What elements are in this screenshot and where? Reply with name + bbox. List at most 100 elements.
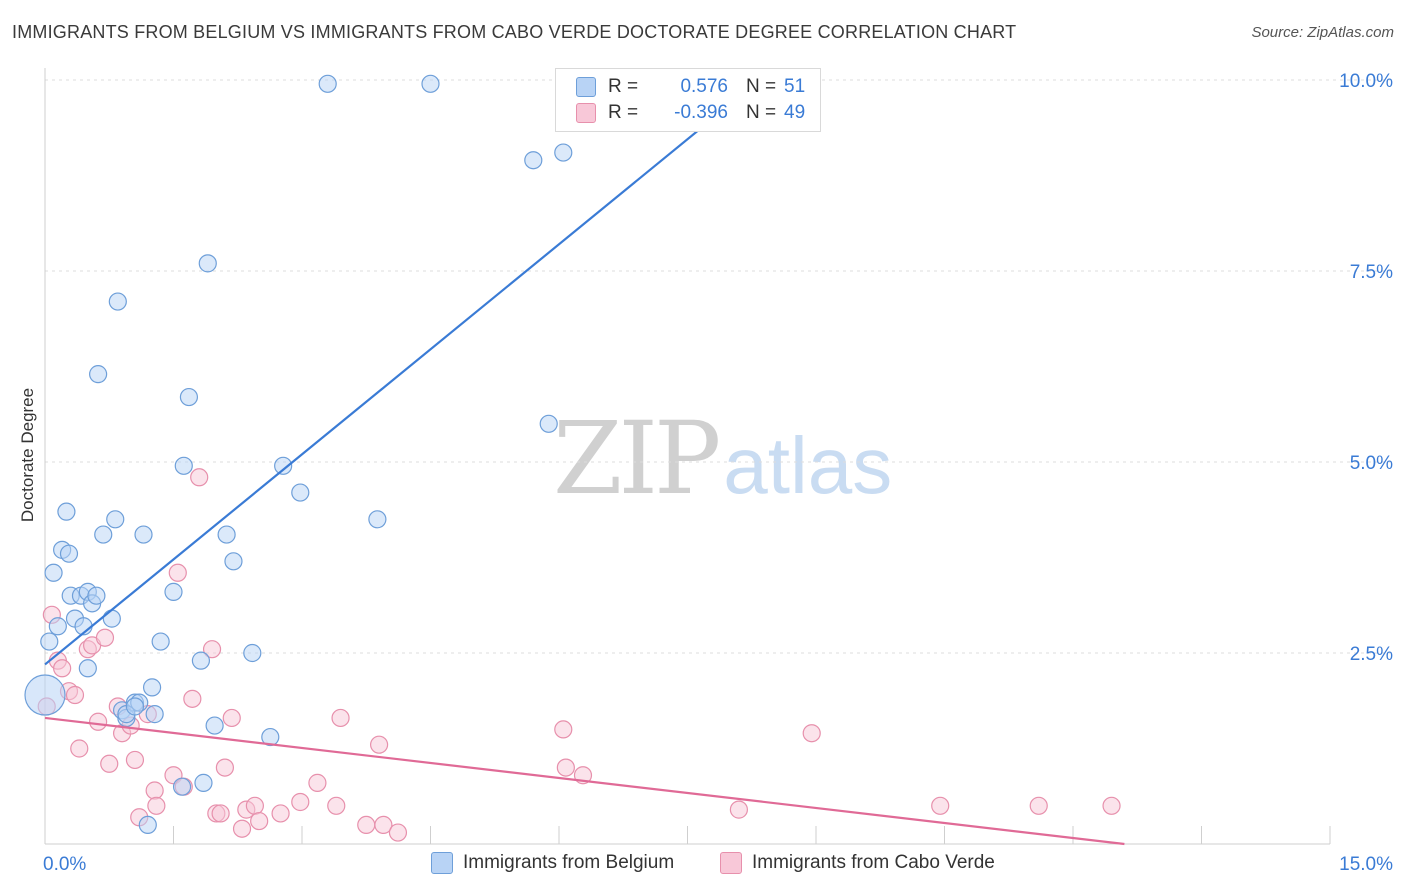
cabo-verde-point [271,804,290,823]
cabo-verde-point [331,708,350,728]
legend-item-belgium: Immigrants from Belgium [431,852,674,874]
belgium-point [57,502,76,521]
cabo-verde-point [95,628,115,647]
belgium-point [108,292,127,311]
y-tick-label: 5.0% [1350,453,1393,474]
belgium-point [106,510,125,529]
cabo-verde-point [70,739,89,758]
r-label: R = [608,102,639,123]
watermark: ZIPatlas [553,400,892,517]
cabo-verde-point [388,823,408,842]
cabo-verde-point [100,754,119,773]
belgium-point [368,510,387,529]
belgium-point [194,773,213,792]
cabo-verde-point [202,640,222,659]
cabo-verde-swatch [576,103,596,123]
y-tick-label: 7.5% [1350,262,1393,283]
belgium-point [138,815,157,835]
source-label: Source: ZipAtlas.com [1251,24,1394,41]
belgium-point [134,525,153,544]
cabo-verde-point [211,804,230,823]
cabo-verde-point [147,796,166,815]
n-label: N = [746,76,777,97]
legend-row-cabo-verde: R = -0.396 N = 49 [576,100,805,126]
watermark-zip: ZIP [553,400,721,517]
belgium-point [172,777,192,796]
cabo-verde-point [145,781,164,800]
belgium-point [151,632,170,651]
cabo-verde-point [931,796,950,815]
belgium-point [554,143,573,162]
r-label: R = [608,76,639,97]
n-label: N = [746,102,777,123]
belgium-point [224,552,243,571]
legend-label-cabo-verde: Immigrants from Cabo Verde [752,852,995,873]
belgium-trend-line [44,117,714,666]
x-tick-label-max: 15.0% [1339,854,1393,875]
cabo-verde-point [190,468,209,487]
cabo-verde-point [232,819,252,838]
cabo-verde-point [222,708,241,728]
belgium-point [261,727,280,747]
belgium-point [102,609,121,628]
belgium-point [539,414,558,433]
belgium-point [318,74,337,93]
belgium-point [179,387,199,407]
grid [45,79,1390,654]
cabo-verde-point [215,758,234,777]
belgium-point [44,563,63,582]
belgium-point [217,525,236,544]
cabo-verde-point [374,815,393,835]
cabo-verde-point [802,724,821,743]
belgium-point [291,483,310,502]
belgium-point [87,586,106,605]
chart-title: IMMIGRANTS FROM BELGIUM VS IMMIGRANTS FR… [12,22,1017,42]
belgium-point [243,643,262,663]
cabo-verde-point [53,659,72,678]
x-tick-label-min: 0.0% [43,854,86,875]
belgium-point [24,674,66,716]
belgium-point [48,617,67,636]
cabo-verde-point [291,792,310,812]
correlation-legend: R = 0.576 N = 51 R = -0.396 N = 49 [555,68,821,132]
cabo-verde-trend-line [44,716,1125,846]
cabo-verde-point [1029,796,1048,815]
belgium-point [421,74,440,93]
axes [44,68,1331,845]
belgium-point [94,525,113,544]
belgium-point [274,456,293,475]
watermark-atlas: atlas [723,421,893,510]
cabo-verde-points [37,468,1121,842]
belgium-point [145,705,164,724]
belgium-swatch [576,77,596,97]
belgium-point [174,456,193,475]
belgium-point [40,632,59,651]
belgium-point [142,678,162,697]
belgium-point [59,544,79,563]
trend-lines [44,117,1125,846]
belgium-point [89,365,108,384]
series-legend: Immigrants from Belgium Immigrants from … [0,852,1406,878]
cabo-verde-point [729,800,749,819]
legend-label-belgium: Immigrants from Belgium [463,852,675,873]
belgium-point [205,716,224,735]
n-value: 49 [784,102,806,123]
cabo-verde-point [250,811,269,831]
cabo-verde-point [125,750,145,770]
cabo-verde-point [370,735,389,754]
cabo-verde-point [357,815,376,835]
belgium-point [191,651,211,670]
y-tick-label: 2.5% [1350,644,1393,665]
cabo-verde-point [308,773,327,792]
cabo-verde-point [65,685,85,705]
belgium-points [24,74,573,835]
belgium-point [164,582,183,601]
cabo-verde-point [1102,796,1121,815]
cabo-verde-point [183,689,202,708]
belgium-legend-swatch [431,852,453,874]
tick-labels: 2.5% 5.0% 7.5% 10.0% 0.0% 15.0% [43,71,1393,875]
cabo-verde-point [245,796,264,815]
r-value: 0.576 [680,76,728,97]
belgium-point [198,254,217,273]
